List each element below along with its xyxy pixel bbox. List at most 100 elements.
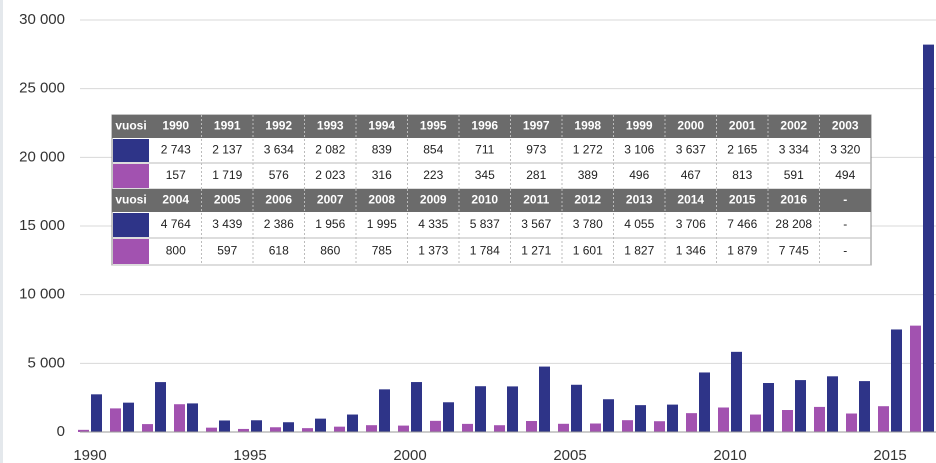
table-value: 1 956 bbox=[315, 217, 345, 231]
table-value: 1 373 bbox=[418, 244, 448, 258]
table-year: 2002 bbox=[780, 119, 807, 133]
table-value: 3 439 bbox=[212, 217, 242, 231]
table-value: 1 272 bbox=[573, 143, 603, 157]
table-header bbox=[112, 115, 871, 138]
bar bbox=[603, 399, 614, 432]
table-value: 597 bbox=[217, 244, 237, 258]
table-value: 711 bbox=[475, 143, 494, 157]
table-value: 591 bbox=[784, 168, 804, 182]
bar bbox=[571, 384, 582, 432]
bar bbox=[878, 406, 889, 432]
bar bbox=[718, 407, 729, 432]
x-tick-label: 2010 bbox=[713, 447, 746, 463]
bar bbox=[283, 422, 294, 432]
table-value: 2 023 bbox=[315, 168, 345, 182]
table-value: 973 bbox=[526, 143, 546, 157]
table-value: 4 764 bbox=[161, 217, 191, 231]
table-value: 316 bbox=[372, 168, 392, 182]
table-value: 813 bbox=[732, 168, 752, 182]
bar bbox=[366, 425, 377, 432]
bar bbox=[635, 405, 646, 432]
bar bbox=[475, 386, 486, 432]
table-value: 2 743 bbox=[161, 143, 191, 157]
table-year: 1997 bbox=[523, 119, 550, 133]
table-year: 1990 bbox=[162, 119, 189, 133]
table-year: 2016 bbox=[780, 193, 807, 207]
table-year: 2008 bbox=[368, 193, 395, 207]
bar bbox=[443, 402, 454, 432]
table-value: 618 bbox=[269, 244, 289, 258]
table-value: 494 bbox=[835, 168, 855, 182]
table-value: 1 827 bbox=[624, 244, 654, 258]
bar bbox=[507, 386, 518, 432]
x-tick-label: 1995 bbox=[233, 447, 266, 463]
table-value: - bbox=[843, 217, 847, 231]
table-year: 2015 bbox=[729, 193, 756, 207]
table-year: 1991 bbox=[214, 119, 241, 133]
table-header bbox=[112, 189, 871, 212]
table-value: 3 320 bbox=[830, 143, 860, 157]
bar bbox=[782, 410, 793, 432]
bar bbox=[814, 406, 825, 432]
table-value: 860 bbox=[320, 244, 340, 258]
bar bbox=[334, 426, 345, 432]
table-year: 2000 bbox=[677, 119, 704, 133]
table-value: 1 879 bbox=[727, 244, 757, 258]
table-header-label: vuosi bbox=[115, 119, 146, 133]
table-value: 4 335 bbox=[418, 217, 448, 231]
bar bbox=[731, 351, 742, 432]
table-value: 1 995 bbox=[367, 217, 397, 231]
table-value: 3 634 bbox=[264, 143, 294, 157]
table-value: 854 bbox=[423, 143, 443, 157]
bar bbox=[347, 414, 358, 432]
x-tick-label: 2005 bbox=[553, 447, 586, 463]
bar bbox=[206, 427, 217, 432]
bar bbox=[667, 404, 678, 432]
bar bbox=[750, 414, 761, 432]
table-value: 389 bbox=[578, 168, 598, 182]
bar bbox=[91, 394, 102, 432]
bar bbox=[174, 404, 185, 432]
y-tick-label: 25 000 bbox=[19, 80, 65, 97]
table-value: 3 706 bbox=[676, 217, 706, 231]
table-year: 2005 bbox=[214, 193, 241, 207]
legend-swatch bbox=[113, 139, 149, 162]
table-value: - bbox=[843, 244, 847, 258]
table-value: 345 bbox=[475, 168, 495, 182]
bar bbox=[699, 372, 710, 432]
bar bbox=[654, 421, 665, 432]
y-tick-label: 5 000 bbox=[27, 354, 65, 371]
bar bbox=[462, 423, 473, 432]
table-value: 281 bbox=[526, 168, 546, 182]
bar bbox=[558, 423, 569, 432]
bar bbox=[763, 383, 774, 432]
table-value: 3 780 bbox=[573, 217, 603, 231]
table-header-label: vuosi bbox=[115, 193, 146, 207]
table-value: 5 837 bbox=[470, 217, 500, 231]
bar bbox=[846, 413, 857, 432]
table-value: 1 601 bbox=[573, 244, 603, 258]
bar bbox=[795, 380, 806, 432]
legend-swatch bbox=[113, 239, 149, 264]
y-tick-label: 30 000 bbox=[19, 11, 65, 28]
bar bbox=[302, 428, 313, 432]
table-value: 1 784 bbox=[470, 244, 500, 258]
table-value: 1 346 bbox=[676, 244, 706, 258]
bar bbox=[155, 382, 166, 432]
table-year: 2012 bbox=[574, 193, 601, 207]
bar bbox=[78, 429, 89, 432]
table-year: - bbox=[843, 193, 847, 207]
table-value: 223 bbox=[423, 168, 443, 182]
table-value: 800 bbox=[166, 244, 186, 258]
left-strip bbox=[0, 0, 3, 463]
table-year: 1992 bbox=[265, 119, 292, 133]
table-value: 157 bbox=[166, 168, 186, 182]
table-year: 1999 bbox=[626, 119, 653, 133]
table-value: 7 745 bbox=[779, 244, 809, 258]
bar bbox=[142, 424, 153, 432]
bar bbox=[251, 420, 262, 432]
bar bbox=[859, 381, 870, 432]
table-year: 1994 bbox=[368, 119, 395, 133]
bar bbox=[379, 389, 390, 432]
bar bbox=[910, 325, 921, 432]
